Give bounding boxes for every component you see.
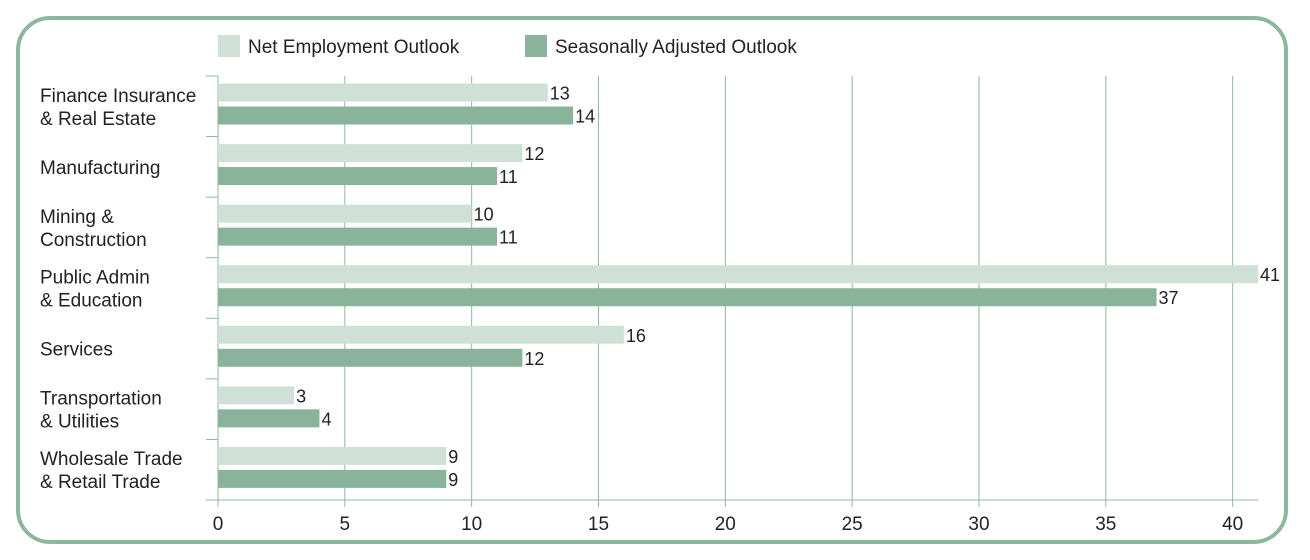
bar-net	[218, 204, 472, 223]
data-label: 10	[474, 205, 494, 225]
category-label-line: & Retail Trade	[40, 472, 160, 493]
x-tick-label: 20	[715, 514, 736, 535]
data-label: 37	[1159, 288, 1179, 308]
data-label: 3	[296, 386, 306, 406]
x-tick-label: 25	[842, 514, 863, 535]
category-label-line: Services	[40, 340, 113, 361]
x-tick-label: 0	[213, 514, 224, 535]
category-label: Public Admin & Education	[40, 268, 150, 312]
category-label-line: & Utilities	[40, 412, 119, 433]
category-label-line: Manufacturing	[40, 158, 160, 179]
x-tick-label: 30	[968, 514, 989, 535]
bar-net	[218, 144, 523, 163]
bar-adjusted	[218, 409, 320, 428]
data-label: 9	[448, 470, 458, 490]
legend-swatch	[525, 35, 547, 57]
category-label: Transportation & Utilities	[40, 389, 162, 433]
bar-net	[218, 446, 447, 465]
bar-net	[218, 386, 295, 405]
x-tick-label: 10	[461, 514, 482, 535]
legend-label: Seasonally Adjusted Outlook	[555, 37, 797, 58]
data-label: 41	[1260, 265, 1280, 285]
data-label: 13	[550, 84, 570, 104]
category-label-line: Mining &	[40, 207, 114, 228]
legend-label: Net Employment Outlook	[248, 37, 460, 58]
category-label: Mining & Construction	[40, 207, 147, 251]
category-label-line: Public Admin	[40, 268, 150, 289]
data-label: 12	[524, 144, 544, 164]
x-tick-label: 5	[340, 514, 351, 535]
bar-adjusted	[218, 106, 574, 125]
bar-net	[218, 83, 548, 102]
category-label-line: Construction	[40, 230, 147, 251]
bar-adjusted	[218, 348, 523, 367]
data-label: 11	[499, 167, 518, 187]
category-label-line: & Education	[40, 291, 142, 312]
category-label-line: Wholesale Trade	[40, 449, 183, 470]
category-label: Services	[40, 340, 113, 361]
category-label-line: Finance Insurance	[40, 86, 196, 107]
category-label: Manufacturing	[40, 158, 160, 179]
x-tick-label: 40	[1222, 514, 1243, 535]
legend-swatch	[218, 35, 240, 57]
data-label: 11	[499, 228, 518, 248]
data-label: 16	[626, 326, 646, 346]
category-label-line: Transportation	[40, 389, 162, 410]
category-label: Finance Insurance & Real Estate	[40, 86, 196, 130]
data-label: 4	[321, 409, 331, 429]
data-label: 12	[524, 349, 544, 369]
data-label: 9	[448, 447, 458, 467]
x-tick-label: 15	[588, 514, 609, 535]
category-label: Wholesale Trade & Retail Trade	[40, 449, 183, 493]
bar-adjusted	[218, 288, 1157, 307]
bar-adjusted	[218, 469, 447, 488]
bar-net	[218, 325, 624, 344]
bar-adjusted	[218, 227, 498, 246]
category-label-line: & Real Estate	[40, 109, 156, 130]
bar-adjusted	[218, 167, 498, 186]
data-label: 14	[575, 107, 595, 127]
bar-net	[218, 265, 1258, 284]
x-tick-label: 35	[1095, 514, 1116, 535]
